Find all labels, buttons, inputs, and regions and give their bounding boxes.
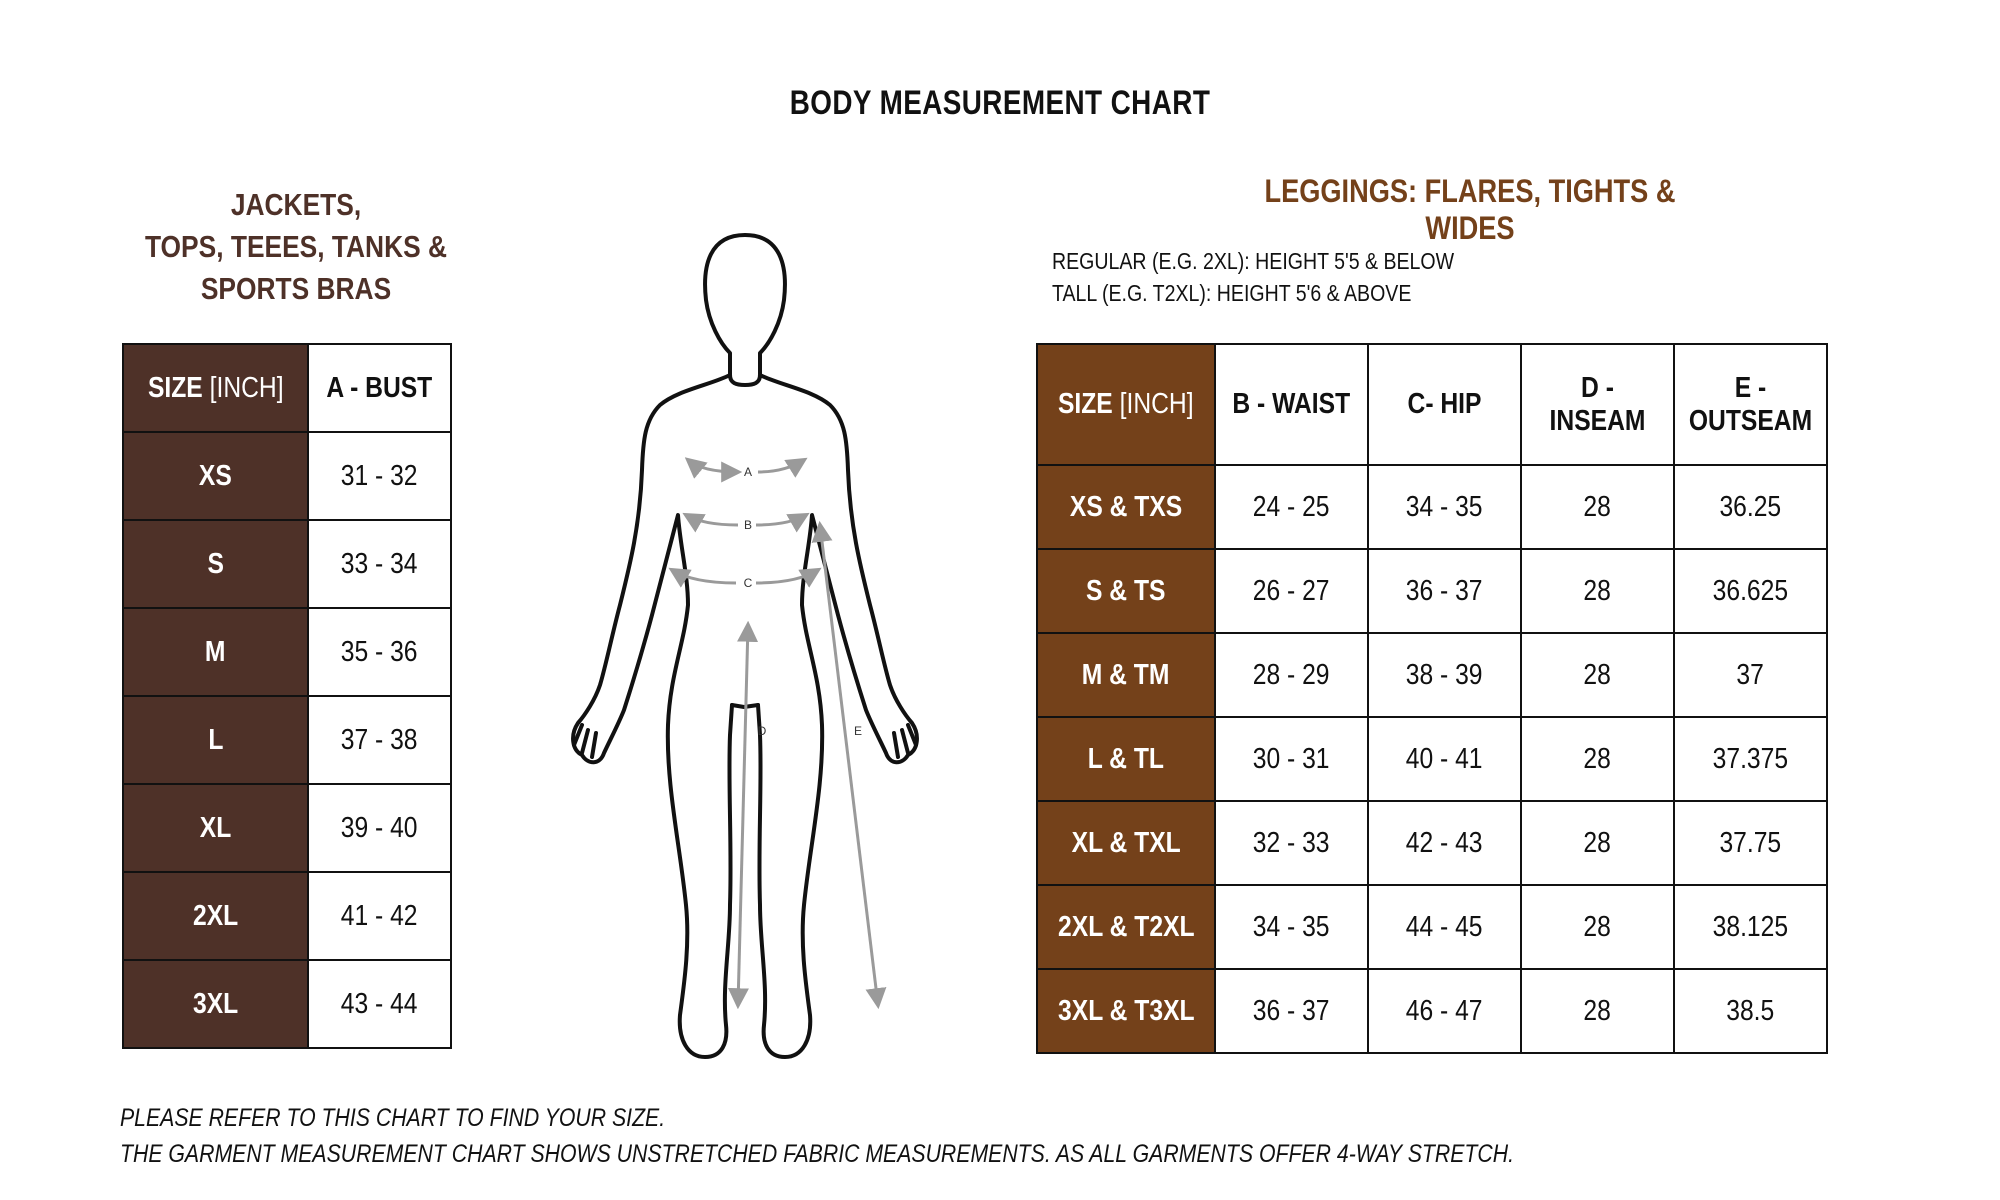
outseam-cell: 38.5 [1673, 968, 1828, 1054]
waist-arrow [682, 512, 739, 533]
bust-cell: 41 - 42 [307, 871, 452, 961]
waist-cell: 26 - 27 [1214, 548, 1369, 634]
inseam-arrow [727, 620, 759, 1010]
table-row: S 33 - 34 [122, 519, 452, 609]
bust-cell: 33 - 34 [307, 519, 452, 609]
inseam-cell: 28 [1520, 548, 1675, 634]
table-row: M 35 - 36 [122, 607, 452, 697]
table-row: XS 31 - 32 [122, 431, 452, 521]
waist-cell: 32 - 33 [1214, 800, 1369, 886]
size-cell: L [122, 695, 309, 785]
table-row: L & TL 30 - 31 40 - 41 28 37.375 [1036, 716, 1828, 802]
bust-cell: 35 - 36 [307, 607, 452, 697]
inseam-cell: 28 [1520, 464, 1675, 550]
waist-cell: 28 - 29 [1214, 632, 1369, 718]
inseam-cell: 28 [1520, 716, 1675, 802]
leggings-size-table: SIZE [INCH] B - WAIST C- HIP D - INSEAM … [1036, 343, 1828, 1054]
label-c: C [744, 576, 753, 590]
inseam-cell: 28 [1520, 800, 1675, 886]
bust-arrow [684, 457, 743, 483]
size-cell: S & TS [1036, 548, 1216, 634]
table-row: XL 39 - 40 [122, 783, 452, 873]
body-outline [571, 233, 919, 1059]
bust-column-header: A - BUST [307, 343, 452, 433]
hip-cell: 36 - 37 [1367, 548, 1522, 634]
label-d: D [758, 724, 767, 738]
footer-note-1: PLEASE REFER TO THIS CHART TO FIND YOUR … [120, 1104, 666, 1132]
body-figure-illustration: A B C D E [571, 233, 919, 1059]
table-row: S & TS 26 - 27 36 - 37 28 36.625 [1036, 548, 1828, 634]
hip-cell: 38 - 39 [1367, 632, 1522, 718]
table-header-row: SIZE [INCH] A - BUST [122, 343, 452, 433]
size-column-header: SIZE [INCH] [122, 343, 309, 433]
size-cell: 2XL & T2XL [1036, 884, 1216, 970]
outseam-column-header: E - OUTSEAM [1673, 343, 1828, 466]
inseam-cell: 28 [1520, 632, 1675, 718]
size-cell: 2XL [122, 871, 309, 961]
label-a: A [744, 465, 752, 479]
bust-cell: 37 - 38 [307, 695, 452, 785]
outseam-cell: 37 [1673, 632, 1828, 718]
tops-title-line-1: JACKETS, [230, 187, 362, 222]
size-cell: S [122, 519, 309, 609]
bust-cell: 31 - 32 [307, 431, 452, 521]
tops-title-line-2: TOPS, TEEES, TANKS & [144, 229, 448, 264]
outseam-cell: 36.625 [1673, 548, 1828, 634]
inseam-cell: 28 [1520, 884, 1675, 970]
size-cell: M [122, 607, 309, 697]
inseam-column-header: D - INSEAM [1520, 343, 1675, 466]
outseam-cell: 36.25 [1673, 464, 1828, 550]
size-cell: XL [122, 783, 309, 873]
hip-cell: 34 - 35 [1367, 464, 1522, 550]
bust-cell: 43 - 44 [307, 959, 452, 1049]
table-row: M & TM 28 - 29 38 - 39 28 37 [1036, 632, 1828, 718]
table-row: XS & TXS 24 - 25 34 - 35 28 36.25 [1036, 464, 1828, 550]
outseam-arrow [811, 520, 887, 1010]
table-row: 2XL & T2XL 34 - 35 44 - 45 28 38.125 [1036, 884, 1828, 970]
leggings-section-title: LEGGINGS: FLARES, TIGHTS & WIDES [1264, 173, 1676, 246]
table-row: 3XL 43 - 44 [122, 959, 452, 1049]
label-e: E [854, 724, 862, 738]
page-title: BODY MEASUREMENT CHART [789, 84, 1211, 122]
size-cell: M & TM [1036, 632, 1216, 718]
footer-note-2: THE GARMENT MEASUREMENT CHART SHOWS UNST… [120, 1140, 1514, 1168]
tall-fit-note: TALL (E.G. T2XL): HEIGHT 5'6 & ABOVE [1052, 280, 1412, 306]
size-cell: 3XL & T3XL [1036, 968, 1216, 1054]
table-row: XL & TXL 32 - 33 42 - 43 28 37.75 [1036, 800, 1828, 886]
outseam-cell: 38.125 [1673, 884, 1828, 970]
hip-cell: 44 - 45 [1367, 884, 1522, 970]
hip-column-header: C- HIP [1367, 343, 1522, 466]
waist-cell: 30 - 31 [1214, 716, 1369, 802]
hip-cell: 40 - 41 [1367, 716, 1522, 802]
regular-fit-note: REGULAR (E.G. 2XL): HEIGHT 5'5 & BELOW [1052, 248, 1455, 274]
size-cell: 3XL [122, 959, 309, 1049]
waist-cell: 34 - 35 [1214, 884, 1369, 970]
outseam-cell: 37.375 [1673, 716, 1828, 802]
tops-size-table: SIZE [INCH] A - BUST XS 31 - 32 S 33 - 3… [122, 343, 452, 1049]
hip-arrow [668, 567, 737, 588]
tops-title-line-3: SPORTS BRAS [200, 271, 392, 306]
size-cell: L & TL [1036, 716, 1216, 802]
size-cell: XL & TXL [1036, 800, 1216, 886]
tops-section-title: JACKETS, TOPS, TEEES, TANKS & SPORTS BRA… [126, 184, 466, 310]
waist-cell: 36 - 37 [1214, 968, 1369, 1054]
table-row: 3XL & T3XL 36 - 37 46 - 47 28 38.5 [1036, 968, 1828, 1054]
waist-column-header: B - WAIST [1214, 343, 1369, 466]
size-cell: XS & TXS [1036, 464, 1216, 550]
table-header-row: SIZE [INCH] B - WAIST C- HIP D - INSEAM … [1036, 343, 1828, 466]
measurement-arrows [668, 457, 887, 1010]
table-row: L 37 - 38 [122, 695, 452, 785]
waist-cell: 24 - 25 [1214, 464, 1369, 550]
bust-cell: 39 - 40 [307, 783, 452, 873]
label-b: B [744, 518, 752, 532]
size-column-header: SIZE [INCH] [1036, 343, 1216, 466]
hip-cell: 46 - 47 [1367, 968, 1522, 1054]
size-cell: XS [122, 431, 309, 521]
inseam-cell: 28 [1520, 968, 1675, 1054]
hip-cell: 42 - 43 [1367, 800, 1522, 886]
outseam-cell: 37.75 [1673, 800, 1828, 886]
table-row: 2XL 41 - 42 [122, 871, 452, 961]
